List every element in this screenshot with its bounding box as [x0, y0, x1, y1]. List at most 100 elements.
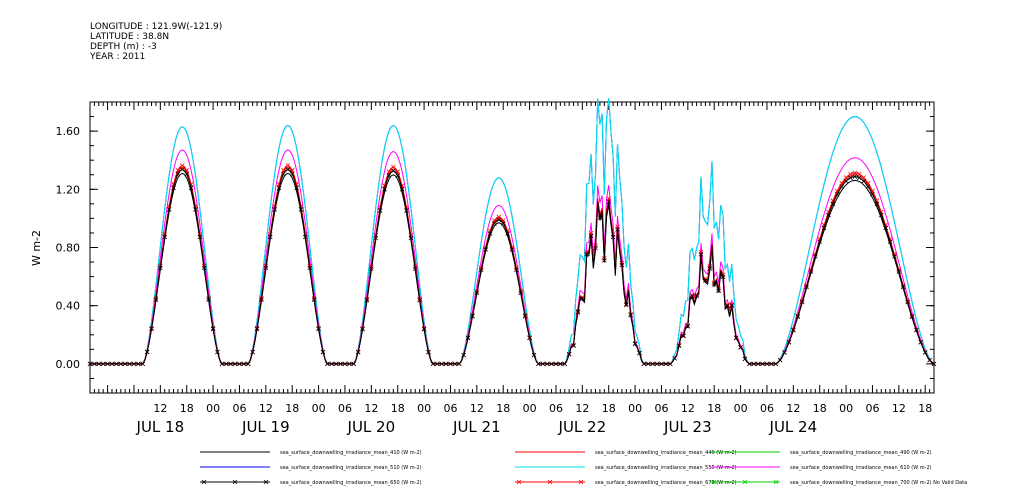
series-marker: [584, 251, 590, 257]
x-tick-label: 12: [259, 402, 273, 415]
series-marker: [663, 361, 669, 367]
series-marker: [285, 167, 291, 172]
series-marker: [347, 361, 352, 367]
series-layer: [87, 98, 937, 367]
x-day-label: JUL 24: [769, 418, 818, 436]
series-marker: [799, 299, 805, 305]
y-tick-label: 0.80: [56, 242, 81, 255]
x-tick-label: 12: [786, 402, 800, 415]
series-marker: [676, 343, 682, 348]
y-tick-label: 1.60: [56, 125, 81, 138]
series-marker: [733, 335, 739, 341]
series-marker: [311, 297, 317, 303]
series-marker: [914, 327, 919, 333]
series-marker: [245, 361, 251, 367]
series-marker: [136, 361, 141, 367]
series-marker: [848, 175, 853, 181]
series-marker: [465, 335, 471, 341]
x-tick-label: 00: [312, 402, 326, 415]
series-marker: [900, 284, 906, 290]
series-marker: [536, 361, 541, 367]
series-marker: [777, 357, 783, 363]
series-marker: [667, 361, 673, 367]
y-axis-label: W m-2: [30, 230, 43, 266]
series-marker: [878, 212, 884, 218]
series-marker: [751, 361, 757, 367]
series-marker: [180, 163, 185, 168]
x-tick-label: 06: [232, 402, 246, 415]
series-marker: [483, 247, 488, 252]
series-marker: [193, 207, 198, 212]
series-marker: [202, 265, 207, 271]
x-tick-label: 00: [523, 402, 537, 415]
series-marker: [417, 297, 422, 303]
series-marker: [865, 184, 871, 190]
series-marker: [909, 314, 915, 319]
x-day-label: JUL 19: [241, 418, 290, 436]
series-marker: [703, 278, 708, 283]
x-day-label: JUL 21: [452, 418, 501, 436]
series-marker: [250, 349, 255, 355]
legend-label: sea_surface_downwelling_irradiance_mean_…: [595, 450, 737, 456]
series-marker: [905, 299, 910, 305]
series-marker: [373, 235, 379, 241]
series-marker: [689, 292, 695, 298]
series-marker: [725, 302, 730, 307]
series-marker: [830, 201, 836, 207]
series-marker: [408, 235, 414, 241]
x-tick-label: 12: [470, 402, 484, 415]
series-marker: [738, 345, 743, 350]
series-marker: [158, 265, 163, 271]
series-marker: [571, 343, 576, 348]
series-marker: [835, 192, 840, 197]
series-marker: [764, 361, 770, 367]
series-marker: [395, 173, 400, 178]
legend-marker: [547, 479, 553, 485]
series-marker: [588, 233, 594, 238]
x-tick-label: 18: [707, 402, 721, 415]
legend-label: sea_surface_downwelling_irradiance_mean_…: [790, 450, 932, 456]
series-marker: [566, 352, 572, 357]
series-marker: [852, 174, 858, 179]
series-marker: [628, 312, 633, 318]
depth-label: DEPTH (m) : -3: [90, 42, 157, 52]
series-marker: [333, 361, 339, 367]
year-label: YEAR : 2011: [90, 52, 146, 62]
series-marker: [413, 266, 418, 272]
series-marker: [87, 361, 93, 367]
series-marker: [540, 361, 546, 367]
series-line: [90, 172, 935, 365]
legend-marker: [711, 479, 717, 485]
series-marker: [474, 290, 480, 296]
x-day-label: JUL 20: [347, 418, 396, 436]
series-marker: [377, 208, 383, 213]
series-marker: [92, 361, 97, 367]
x-tick-label: 12: [153, 402, 167, 415]
series-marker: [861, 175, 866, 180]
y-tick-label: 1.20: [56, 183, 81, 196]
x-tick-label: 18: [602, 402, 616, 415]
series-marker: [188, 185, 194, 191]
series-marker: [843, 175, 849, 180]
series-marker: [808, 269, 814, 274]
series-marker: [606, 196, 611, 201]
series-marker: [659, 361, 664, 367]
series-marker: [281, 171, 286, 177]
series-marker: [434, 361, 440, 367]
x-tick-label: 06: [760, 402, 774, 415]
series-marker: [839, 184, 844, 190]
legend-marker: [263, 479, 269, 485]
series-marker: [527, 335, 532, 341]
series-marker: [637, 350, 642, 356]
series-marker: [817, 239, 822, 244]
series-marker: [316, 326, 321, 332]
series-marker: [492, 221, 497, 226]
series-marker: [461, 352, 466, 358]
legend-label: sea_surface_downwelling_irradiance_mean_…: [595, 465, 737, 471]
series-marker: [821, 225, 827, 231]
series-marker: [175, 171, 181, 177]
series-marker: [619, 262, 625, 268]
series-marker: [650, 361, 655, 367]
series-marker: [883, 225, 888, 231]
series-marker: [786, 340, 792, 345]
